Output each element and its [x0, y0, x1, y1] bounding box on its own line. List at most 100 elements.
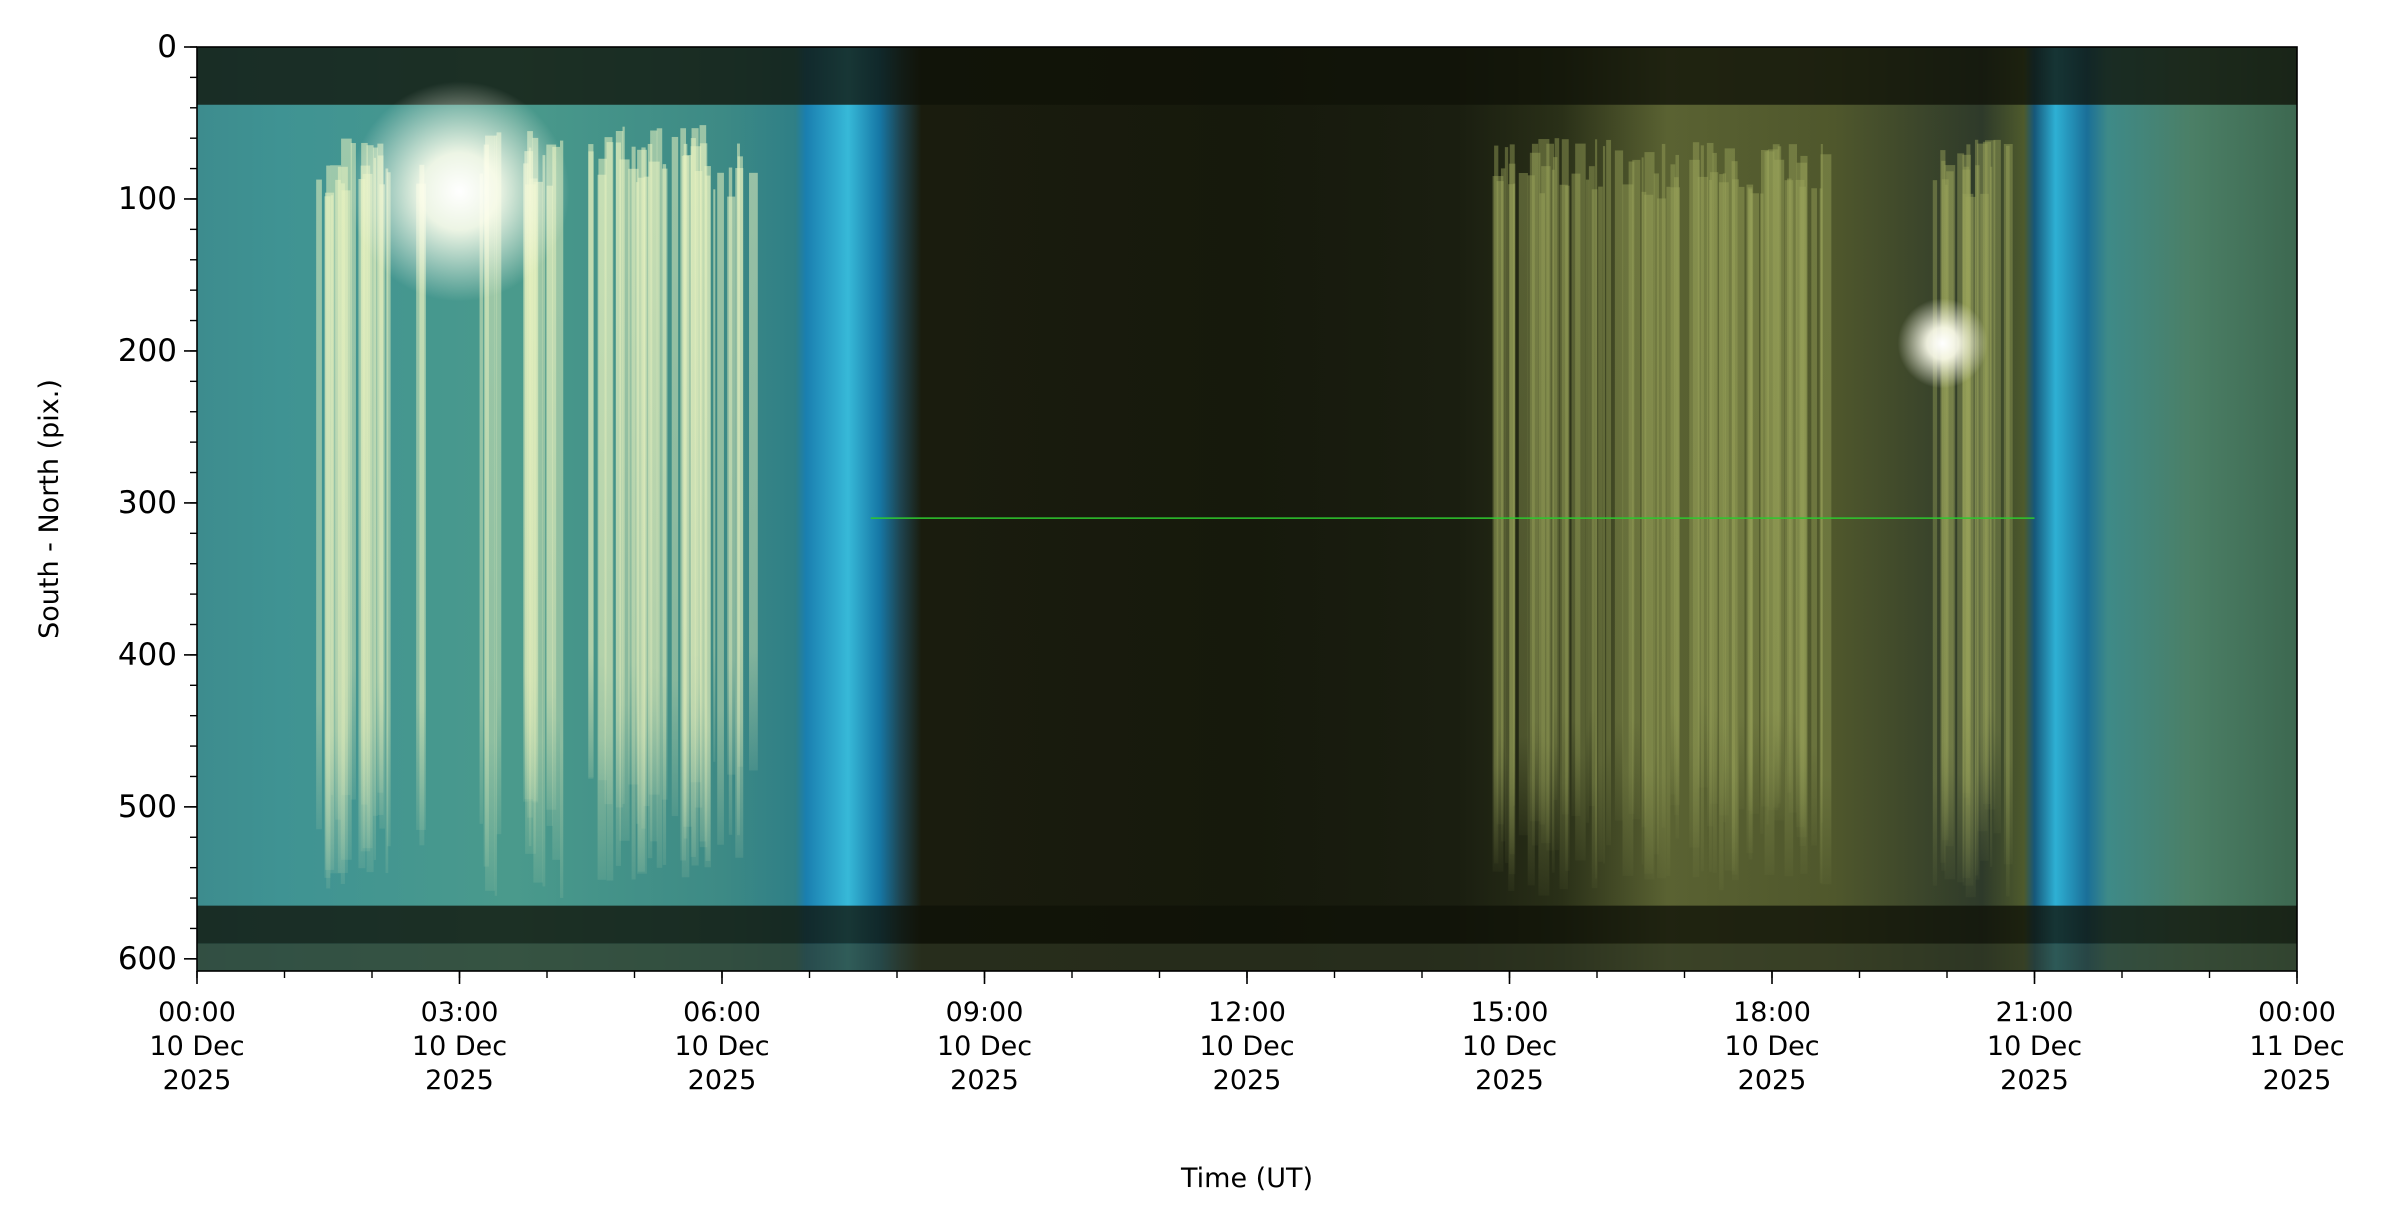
- x-tick-label: 12:00 10 Dec 2025: [1199, 997, 1294, 1096]
- aurora-streak: [1614, 150, 1624, 821]
- x-tick-label: 15:00 10 Dec 2025: [1462, 997, 1557, 1096]
- aurora-streak: [1591, 189, 1598, 889]
- aurora-streak: [662, 164, 667, 865]
- aurora-streak: [1722, 173, 1726, 823]
- x-tick-label-line: 10 Dec: [1724, 1031, 1819, 1062]
- aurora-streak: [385, 168, 389, 874]
- bright-glows: [349, 81, 1988, 389]
- aurora-streak: [2003, 144, 2013, 865]
- x-tick-label-line: 11 Dec: [2249, 1031, 2344, 1062]
- y-tick-label: 300: [118, 485, 177, 521]
- x-axis-label: Time (UT): [1180, 1163, 1313, 1194]
- aurora-streak: [1738, 186, 1745, 810]
- aurora-streak: [1531, 143, 1539, 846]
- bottom-strip: [197, 943, 2297, 971]
- aurora-streak: [1974, 139, 1979, 876]
- dark-bands: [197, 47, 2297, 971]
- aurora-streak: [1508, 184, 1515, 891]
- aurora-streak: [546, 185, 553, 826]
- y-axis-label: South - North (pix.): [34, 379, 65, 639]
- aurora-streak: [529, 178, 538, 801]
- aurora-streak: [1622, 184, 1634, 876]
- x-tick-label: 06:00 10 Dec 2025: [674, 997, 769, 1096]
- x-tick-label-line: 10 Dec: [149, 1031, 244, 1062]
- aurora-streak: [1571, 173, 1581, 817]
- aurora-streak: [604, 137, 613, 805]
- aurora-streak: [341, 138, 352, 860]
- x-tick-label-line: 00:00: [2258, 997, 2336, 1028]
- y-axis: 0 100 200 300 400 500 600: [118, 29, 197, 977]
- plot-area: [197, 47, 2297, 971]
- aurora-streak: [324, 192, 335, 870]
- aurora-streak: [1653, 173, 1659, 855]
- aurora-streak: [650, 130, 658, 842]
- aurora-streak: [1598, 186, 1603, 862]
- y-tick-label: 400: [118, 637, 177, 673]
- aurora-streak: [1606, 139, 1612, 846]
- aurora-streak: [387, 172, 391, 847]
- x-tick-label: 03:00 10 Dec 2025: [412, 997, 507, 1096]
- aurora-streak: [362, 173, 373, 849]
- aurora-streak: [1518, 173, 1528, 836]
- x-tick-label-line: 10 Dec: [674, 1031, 769, 1062]
- aurora-streak: [373, 157, 377, 861]
- aurora-streak: [647, 143, 653, 859]
- aurora-streak: [416, 183, 426, 830]
- x-tick-label-line: 2025: [2000, 1065, 2069, 1096]
- aurora-streak: [705, 175, 711, 861]
- aurora-streak: [1731, 179, 1739, 881]
- x-tick-label-line: 2025: [425, 1065, 494, 1096]
- aurora-streak: [1641, 157, 1644, 865]
- y-tick-label: 100: [118, 181, 177, 217]
- x-tick-label-line: 10 Dec: [937, 1031, 1032, 1062]
- x-tick-label-line: 10 Dec: [1199, 1031, 1294, 1062]
- aurora-streak: [1990, 166, 1993, 867]
- aurora-streak: [350, 143, 356, 800]
- dark-band: [197, 47, 2297, 105]
- aurora-streak: [1585, 179, 1590, 823]
- aurora-streak: [1940, 150, 1946, 863]
- aurora-streak: [1772, 144, 1780, 808]
- aurora-streak: [1602, 146, 1606, 864]
- aurora-streak: [1977, 143, 1988, 832]
- aurora-streak: [1932, 180, 1938, 886]
- aurora-streak: [1820, 154, 1832, 885]
- aurora-streak: [1527, 175, 1535, 886]
- aurora-streaks: [316, 125, 2013, 898]
- x-tick-label: 09:00 10 Dec 2025: [937, 997, 1032, 1096]
- aurora-streak: [494, 135, 498, 896]
- aurora-streak: [1644, 152, 1655, 880]
- aurora-streak: [656, 128, 663, 868]
- aurora-streak: [496, 132, 502, 835]
- aurora-streak: [681, 155, 690, 878]
- aurora-streak: [1724, 148, 1735, 871]
- x-tick-label-line: 2025: [1213, 1065, 1282, 1096]
- aurora-streak: [737, 156, 743, 767]
- aurora-streak: [1799, 186, 1806, 846]
- aurora-streak: [1712, 152, 1717, 873]
- aurora-streak: [377, 143, 384, 793]
- y-tick-label: 600: [118, 941, 177, 977]
- aurora-streak: [713, 189, 716, 762]
- aurora-streak: [1641, 191, 1647, 828]
- aurora-streak: [1575, 143, 1586, 861]
- bright-glow: [1897, 298, 1988, 389]
- aurora-streak: [699, 143, 708, 848]
- x-tick-label: 00:00 11 Dec 2025: [2249, 997, 2344, 1096]
- x-tick-label-line: 00:00: [158, 997, 236, 1028]
- x-tick-label: 18:00 10 Dec 2025: [1724, 997, 1819, 1096]
- aurora-streak: [542, 155, 546, 887]
- aurora-streak: [727, 196, 736, 775]
- aurora-streak: [622, 126, 625, 804]
- aurora-streak: [1559, 184, 1568, 890]
- x-tick-label-line: 03:00: [421, 997, 499, 1028]
- aurora-streak: [1666, 186, 1671, 877]
- aurora-streak: [628, 168, 639, 785]
- x-tick-label-line: 2025: [2263, 1065, 2332, 1096]
- aurora-streak: [1632, 159, 1641, 820]
- aurora-streak: [552, 146, 561, 860]
- x-tick-label: 21:00 10 Dec 2025: [1987, 997, 2082, 1096]
- x-tick-label-line: 2025: [1475, 1065, 1544, 1096]
